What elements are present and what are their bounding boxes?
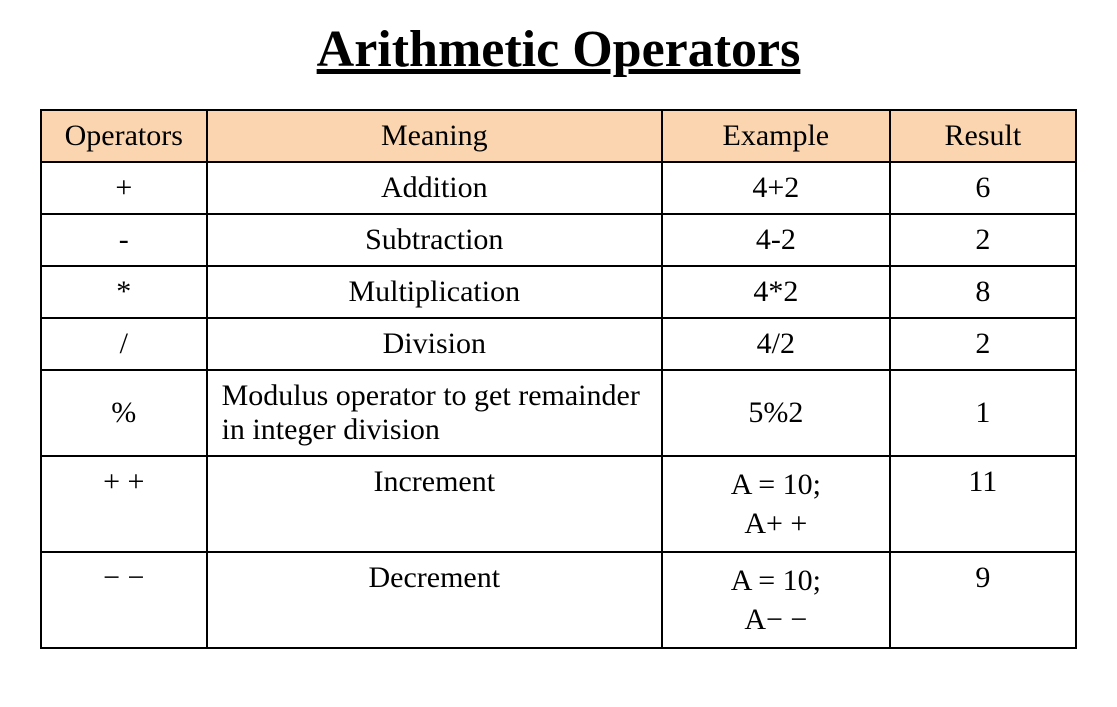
cell-operator: + <box>41 162 207 214</box>
cell-result: 6 <box>890 162 1076 214</box>
cell-example: 4+2 <box>662 162 890 214</box>
cell-result: 2 <box>890 318 1076 370</box>
cell-result: 8 <box>890 266 1076 318</box>
table-row: * Multiplication 4*2 8 <box>41 266 1076 318</box>
cell-result: 11 <box>890 456 1076 552</box>
cell-operator: - <box>41 214 207 266</box>
table-row: / Division 4/2 2 <box>41 318 1076 370</box>
cell-example: 4-2 <box>662 214 890 266</box>
cell-result: 2 <box>890 214 1076 266</box>
table-row: − − Decrement A = 10; A− − 9 <box>41 552 1076 648</box>
cell-meaning: Increment <box>207 456 662 552</box>
page-title: Arithmetic Operators <box>40 20 1077 79</box>
col-header-meaning: Meaning <box>207 110 662 162</box>
table-row: + Addition 4+2 6 <box>41 162 1076 214</box>
cell-example: 5%2 <box>662 370 890 456</box>
cell-meaning: Division <box>207 318 662 370</box>
cell-result: 1 <box>890 370 1076 456</box>
col-header-operators: Operators <box>41 110 207 162</box>
table-row: + + Increment A = 10; A+ + 11 <box>41 456 1076 552</box>
cell-meaning: Decrement <box>207 552 662 648</box>
cell-result: 9 <box>890 552 1076 648</box>
cell-operator: % <box>41 370 207 456</box>
cell-example: 4*2 <box>662 266 890 318</box>
cell-operator: * <box>41 266 207 318</box>
cell-operator: / <box>41 318 207 370</box>
cell-meaning: Multiplication <box>207 266 662 318</box>
cell-meaning: Addition <box>207 162 662 214</box>
cell-operator: − − <box>41 552 207 648</box>
cell-meaning: Modulus operator to get remainder in int… <box>207 370 662 456</box>
col-header-result: Result <box>890 110 1076 162</box>
cell-example: A = 10; A− − <box>662 552 890 648</box>
col-header-example: Example <box>662 110 890 162</box>
cell-example: 4/2 <box>662 318 890 370</box>
cell-example: A = 10; A+ + <box>662 456 890 552</box>
table-body: + Addition 4+2 6 - Subtraction 4-2 2 * M… <box>41 162 1076 648</box>
table-header-row: Operators Meaning Example Result <box>41 110 1076 162</box>
cell-operator: + + <box>41 456 207 552</box>
operators-table: Operators Meaning Example Result + Addit… <box>40 109 1077 649</box>
table-row: % Modulus operator to get remainder in i… <box>41 370 1076 456</box>
table-row: - Subtraction 4-2 2 <box>41 214 1076 266</box>
cell-meaning: Subtraction <box>207 214 662 266</box>
